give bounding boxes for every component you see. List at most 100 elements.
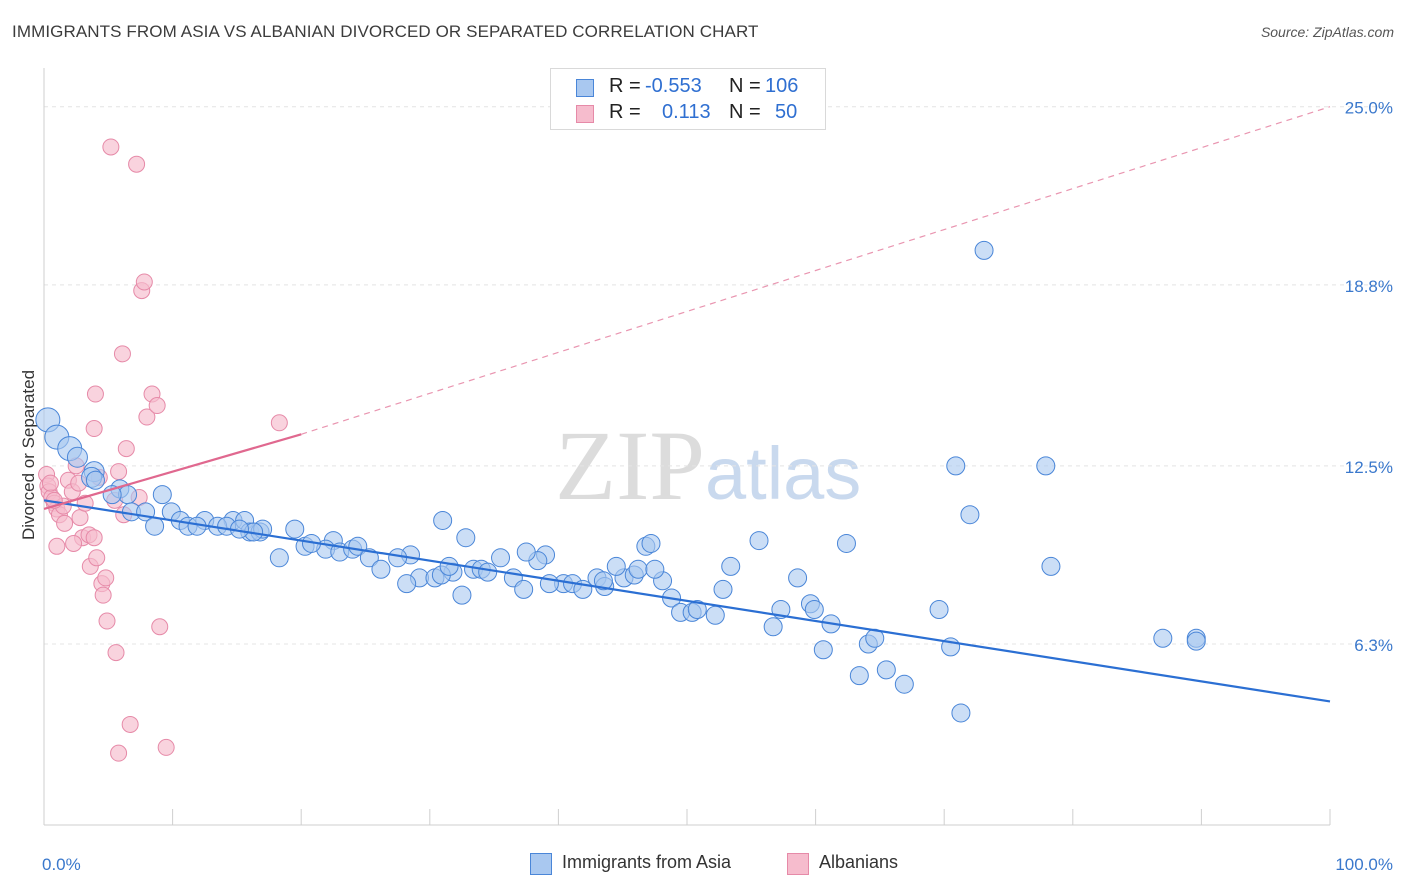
albanians-point — [121, 715, 139, 733]
asia-point — [359, 548, 379, 568]
stats-row-albanians: R = 0.113 N = 50 — [551, 101, 825, 127]
asia-point — [1186, 631, 1206, 651]
stats-n-label: N = — [729, 75, 761, 97]
asia-point — [269, 548, 289, 568]
y-axis-label: Divorced or Separated — [19, 370, 38, 540]
asia-point — [721, 556, 741, 576]
asia-point — [813, 640, 833, 660]
asia-point — [641, 533, 661, 553]
albanians-point — [135, 273, 153, 291]
albanians-point — [97, 569, 115, 587]
asia-point — [960, 505, 980, 525]
y-tick-label: 12.5% — [1345, 458, 1393, 477]
asia-point — [439, 556, 459, 576]
albanians-point — [41, 474, 59, 492]
albanians-point — [270, 414, 288, 432]
asia-point — [713, 579, 733, 599]
albanians-point — [94, 586, 112, 604]
stats-row-asia: R = -0.553 N = 106 — [551, 75, 825, 101]
albanians-point — [48, 537, 66, 555]
albanians-point — [85, 529, 103, 547]
asia-point — [687, 600, 707, 620]
asia-point — [85, 470, 105, 490]
albanians-point — [151, 618, 169, 636]
asia-point — [749, 531, 769, 551]
x-tick-label: 0.0% — [42, 855, 81, 874]
asia-point — [876, 660, 896, 680]
asia-point — [929, 600, 949, 620]
asia-point — [152, 485, 172, 505]
y-tick-label: 6.3% — [1354, 636, 1393, 655]
stats-swatch-albanians — [576, 105, 594, 123]
albanians-point — [85, 420, 103, 438]
asia-point — [491, 548, 511, 568]
albanians-point — [148, 397, 166, 415]
albanians-point — [102, 138, 120, 156]
asia-point — [1041, 556, 1061, 576]
asia-point — [951, 703, 971, 723]
asia-point — [478, 562, 498, 582]
stats-r-label: R = — [609, 75, 641, 97]
albanians-point — [65, 534, 83, 552]
asia-point — [894, 674, 914, 694]
y-tick-label: 18.8% — [1345, 277, 1393, 296]
asia-point — [974, 240, 994, 260]
asia-point — [946, 456, 966, 476]
asia-point — [763, 617, 783, 637]
asia-point — [606, 556, 626, 576]
legend-swatch-albanians — [787, 853, 809, 875]
asia-point — [66, 446, 88, 468]
albanians-point — [110, 744, 128, 762]
chart-title: IMMIGRANTS FROM ASIA VS ALBANIAN DIVORCE… — [12, 22, 759, 41]
stats-n-value: 50 — [775, 101, 798, 123]
stats-r-label: R = — [609, 101, 641, 123]
asia-point — [1153, 628, 1173, 648]
asia-point — [516, 542, 536, 562]
asia-point — [145, 516, 165, 536]
stats-swatch-asia — [576, 79, 594, 97]
asia-point — [397, 574, 417, 594]
stats-r-value: -0.553 — [645, 75, 702, 97]
watermark-atlas: atlas — [705, 432, 862, 515]
albanians-point — [110, 463, 128, 481]
asia-point — [514, 579, 534, 599]
asia-point — [371, 559, 391, 579]
asia-trend-line — [43, 499, 1331, 703]
x-tick-label: 100.0% — [1335, 855, 1393, 874]
asia-point — [849, 666, 869, 686]
stats-n-label: N = — [729, 101, 761, 123]
albanians-trend-extension — [301, 106, 1331, 435]
legend-label-asia: Immigrants from Asia — [562, 852, 732, 872]
legend-label-albanians: Albanians — [819, 852, 899, 872]
asia-point — [456, 528, 476, 548]
asia-point — [788, 568, 808, 588]
albanians-point — [117, 440, 135, 458]
asia-point — [645, 559, 665, 579]
albanians-point — [71, 509, 89, 527]
albanians-point — [128, 155, 146, 173]
albanians-point — [157, 738, 175, 756]
asia-point — [628, 559, 648, 579]
albanians-point — [138, 408, 156, 426]
asia-point — [433, 510, 453, 530]
asia-point — [804, 600, 824, 620]
asia-point — [836, 533, 856, 553]
stats-r-value: 0.113 — [662, 101, 711, 123]
asia-point — [285, 519, 305, 539]
asia-point — [1036, 456, 1056, 476]
asia-point — [705, 605, 725, 625]
albanians-point — [107, 644, 125, 662]
albanians-point — [98, 612, 116, 630]
albanians-point — [56, 514, 74, 532]
albanians-point — [113, 345, 131, 363]
stats-box: R = -0.553 N = 106 R = 0.113 N = 50 — [550, 68, 826, 130]
legend-swatch-asia — [530, 853, 552, 875]
stats-n-value: 106 — [765, 75, 799, 97]
albanians-point — [86, 385, 104, 403]
asia-point — [593, 571, 613, 591]
y-tick-label: 25.0% — [1345, 99, 1393, 118]
asia-point — [452, 585, 472, 605]
source-credit: Source: ZipAtlas.com — [1260, 24, 1394, 40]
albanians-point — [88, 549, 106, 567]
asia-point — [388, 548, 408, 568]
